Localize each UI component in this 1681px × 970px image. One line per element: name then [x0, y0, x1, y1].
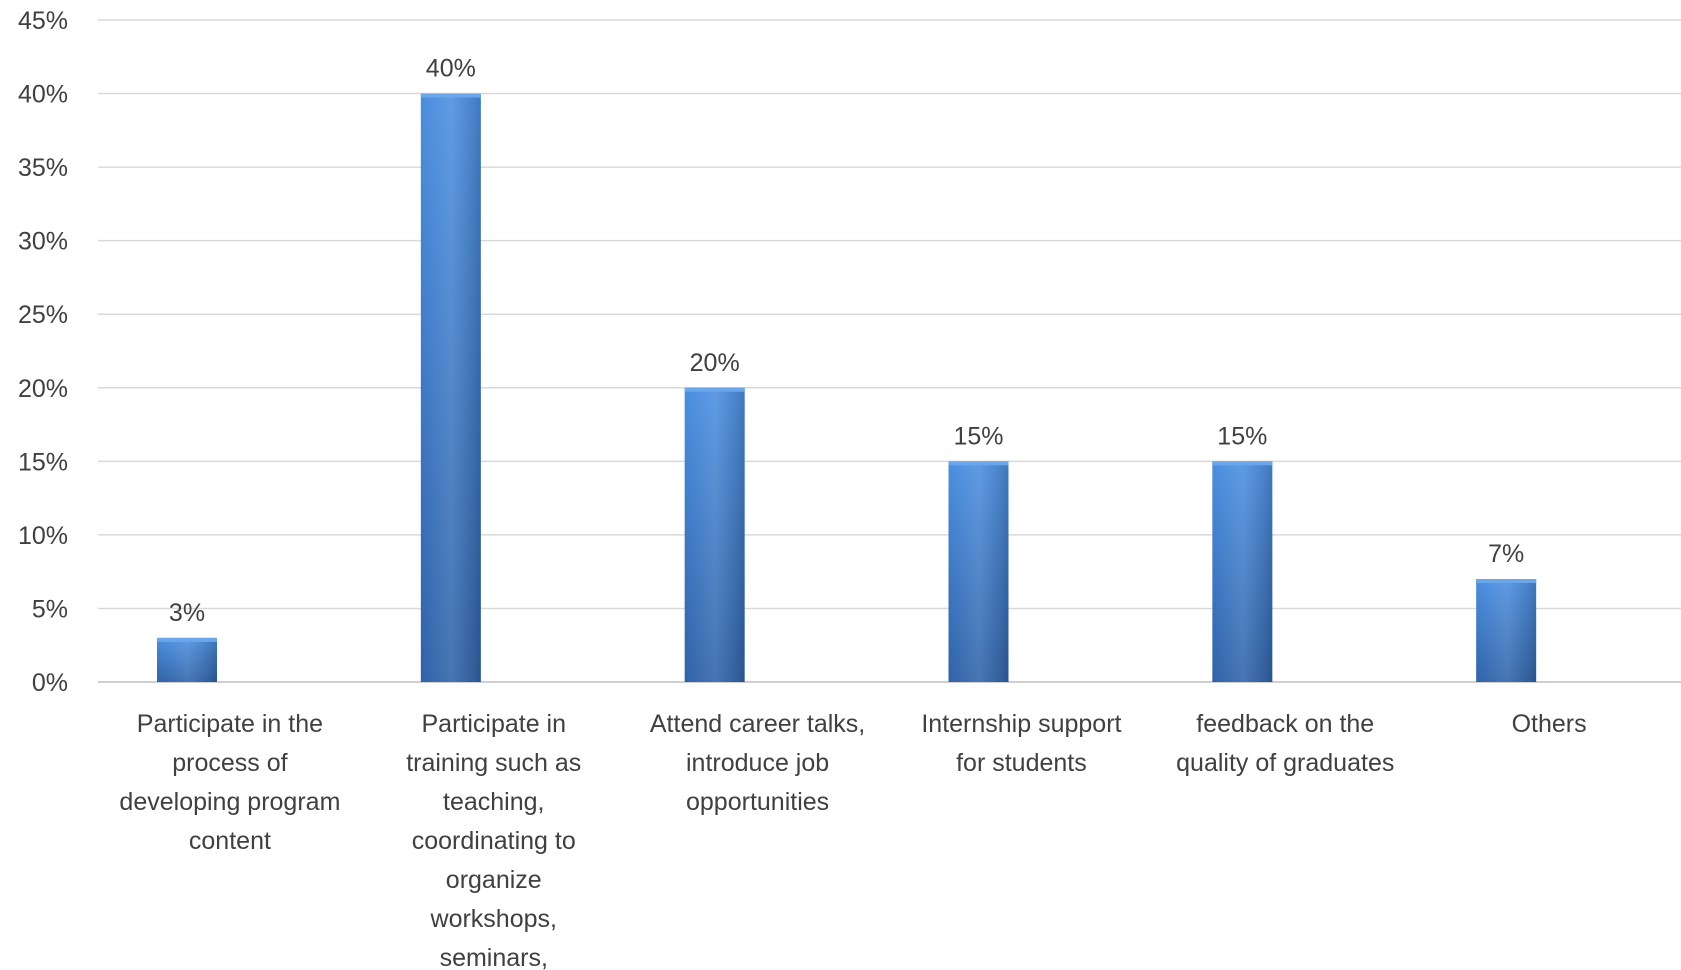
- category-label-line: Attend career talks,: [650, 710, 865, 738]
- bar: [684, 387, 745, 682]
- category-label: Internship support for students: [921, 710, 1121, 777]
- category-label-line: developing program: [119, 788, 340, 816]
- bar-shade: [420, 93, 481, 683]
- category-label: Participate in training such as teaching, c…: [406, 710, 581, 970]
- bar-top-bevel: [157, 637, 217, 642]
- y-tick-label: 35%: [18, 154, 68, 182]
- y-tick-label: 20%: [18, 375, 68, 403]
- bar: [157, 637, 217, 682]
- y-tick-label: 15%: [18, 448, 68, 476]
- bar-shade: [157, 637, 217, 682]
- category-label-line: for students: [956, 749, 1087, 777]
- category-label: feedback on the quality of graduates: [1176, 710, 1394, 777]
- bars: [157, 93, 1537, 683]
- category-label-line: seminars,: [440, 944, 548, 970]
- category-label-line: content: [189, 827, 271, 855]
- bar: [948, 461, 1009, 682]
- data-label: 15%: [1217, 422, 1267, 450]
- category-label-line: workshops,: [430, 905, 557, 933]
- category-label-line: Participate in the: [137, 710, 323, 738]
- category-label-line: introduce job: [686, 749, 829, 777]
- category-label-line: teaching,: [443, 788, 544, 816]
- bar-shade: [684, 387, 745, 682]
- category-label-line: opportunities: [686, 788, 829, 816]
- bar-top-bevel: [948, 461, 1009, 466]
- y-tick-label: 0%: [32, 669, 68, 697]
- y-axis-tick-labels: 0% 5% 10% 15% 20% 25% 30% 35% 40% 45%: [18, 7, 68, 697]
- data-labels: 3% 40% 20% 15% 15% 7%: [169, 55, 1524, 627]
- bar: [1476, 579, 1537, 682]
- y-tick-label: 10%: [18, 522, 68, 550]
- y-tick-label: 45%: [18, 7, 68, 35]
- y-tick-label: 30%: [18, 228, 68, 256]
- bar-shade: [1476, 579, 1537, 682]
- x-axis-category-labels: Participate in the process of developing p…: [119, 710, 1586, 970]
- data-label: 40%: [426, 55, 476, 83]
- y-tick-label: 40%: [18, 81, 68, 109]
- data-label: 15%: [953, 422, 1003, 450]
- data-label: 20%: [690, 349, 740, 377]
- bar: [1212, 461, 1273, 682]
- bar-top-bevel: [1476, 579, 1537, 584]
- category-label-line: coordinating to: [412, 827, 576, 855]
- category-label-line: Others: [1512, 710, 1587, 738]
- bar-shade: [948, 461, 1009, 682]
- y-tick-label: 5%: [32, 595, 68, 623]
- data-label: 7%: [1488, 540, 1524, 568]
- bar-shade: [1212, 461, 1273, 682]
- bar-top-bevel: [1212, 461, 1273, 466]
- category-label: Others: [1512, 710, 1587, 738]
- category-label: Attend career talks, introduce job opportu…: [650, 710, 865, 816]
- category-label-line: process of: [172, 749, 287, 777]
- category-label: Participate in the process of developing p…: [119, 710, 340, 855]
- y-tick-label: 25%: [18, 301, 68, 329]
- bar-top-bevel: [420, 93, 481, 98]
- category-label-line: Internship support: [921, 710, 1121, 738]
- gridlines: [98, 19, 1681, 683]
- category-label-line: training such as: [406, 749, 581, 777]
- category-label-line: quality of graduates: [1176, 749, 1394, 777]
- bar-top-bevel: [684, 387, 745, 392]
- bar: [420, 93, 481, 683]
- category-label-line: Participate in: [421, 710, 566, 738]
- data-label: 3%: [169, 599, 205, 627]
- category-label-line: feedback on the: [1196, 710, 1374, 738]
- category-label-line: organize: [446, 866, 542, 894]
